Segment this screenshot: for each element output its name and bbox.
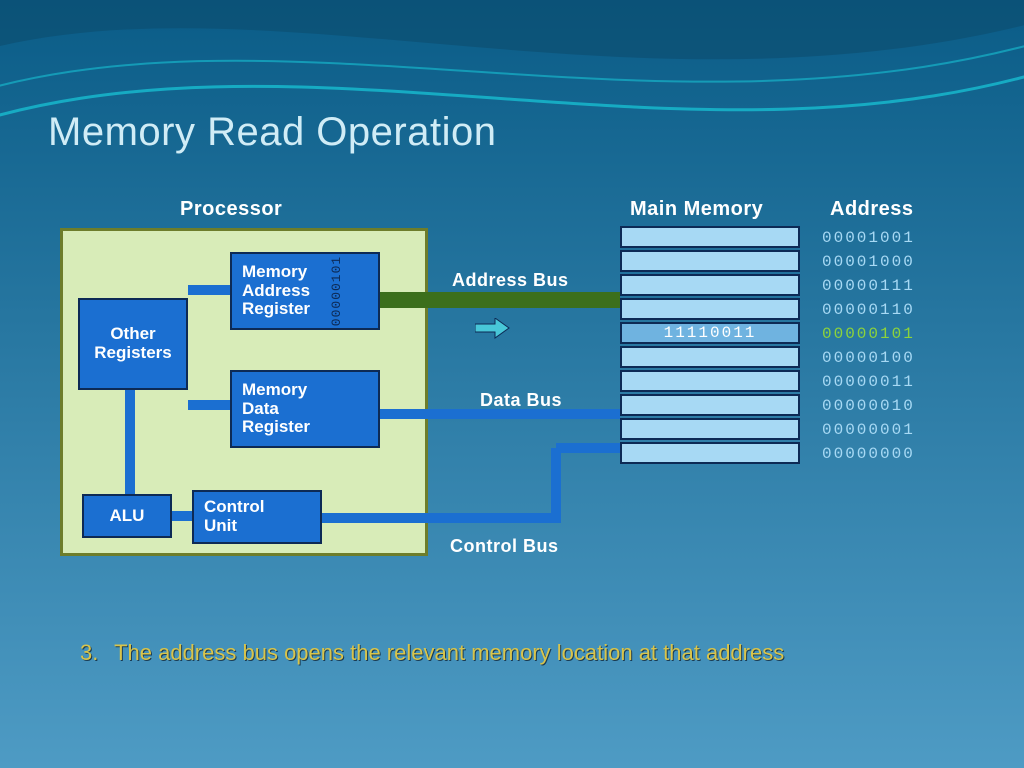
mdr-label: Memory Data Register [242, 381, 310, 437]
address-label: 00001000 [822, 251, 915, 275]
memory-cell [620, 346, 800, 368]
address-label: 00000101 [822, 323, 915, 347]
other-registers-label: Other Registers [94, 325, 171, 362]
data-bus-label: Data Bus [480, 390, 562, 411]
memory-cell [620, 250, 800, 272]
memory-cell [620, 226, 800, 248]
footer-text: The address bus opens the relevant memor… [114, 640, 784, 665]
memory-cell [620, 298, 800, 320]
mar-side-value: 00000101 [330, 256, 344, 326]
control-unit-block: Control Unit [192, 490, 322, 544]
control-bus-label: Control Bus [450, 536, 559, 557]
address-label: 00000110 [822, 299, 915, 323]
memory-cell [620, 418, 800, 440]
memory-address-register-block: Memory Address Register 00000101 [230, 252, 380, 330]
address-label: 00000111 [822, 275, 915, 299]
memory-data-register-block: Memory Data Register [230, 370, 380, 448]
memory-cell [620, 442, 800, 464]
alu-block: ALU [82, 494, 172, 538]
memory-cell [620, 274, 800, 296]
address-label: 00000010 [822, 395, 915, 419]
footer-number: 3. [80, 640, 98, 665]
address-label: 00000011 [822, 371, 915, 395]
address-label: 00000100 [822, 347, 915, 371]
address-bus-arrow-icon [475, 318, 515, 342]
memory-column: 11110011 [620, 226, 800, 466]
other-registers-block: Other Registers [78, 298, 188, 390]
address-label: 00001001 [822, 227, 915, 251]
memory-cell [620, 370, 800, 392]
footer-caption: 3. The address bus opens the relevant me… [80, 640, 784, 666]
memory-cell [620, 394, 800, 416]
address-bus-label: Address Bus [452, 270, 569, 291]
control-unit-label: Control Unit [204, 498, 264, 535]
alu-label: ALU [110, 507, 145, 526]
mar-label: Memory Address Register [242, 263, 310, 319]
address-column: 0000100100001000000001110000011000000101… [822, 227, 915, 467]
memory-cell: 11110011 [620, 322, 800, 344]
address-label: 00000000 [822, 443, 915, 467]
address-label: 00000001 [822, 419, 915, 443]
